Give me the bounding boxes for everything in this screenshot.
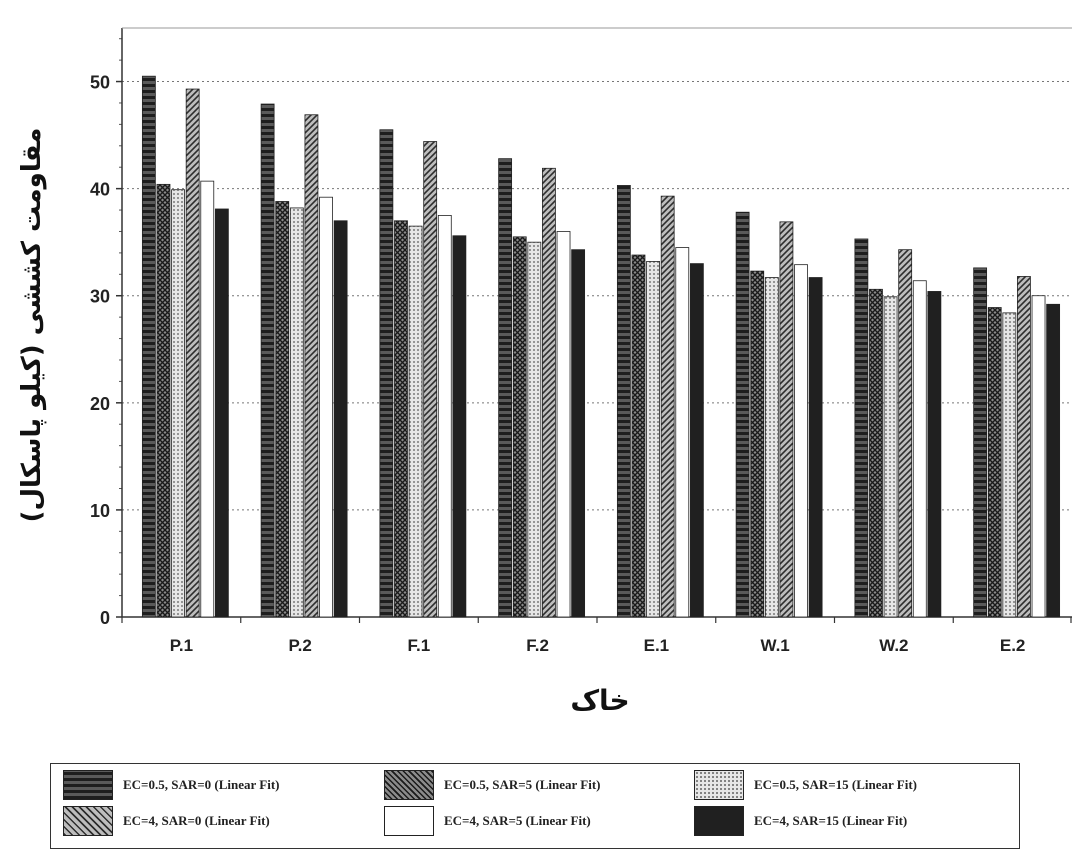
x-tick-label: P.1 (170, 636, 193, 655)
bar-w2-s1 (854, 238, 869, 618)
legend-swatch (63, 806, 113, 836)
bar-w1-s2 (750, 270, 765, 618)
bar-e2-s3 (1002, 312, 1017, 618)
bar-w2-s3 (883, 296, 898, 618)
bar-p1-s4 (185, 88, 200, 618)
bar-e1-s1 (616, 185, 631, 618)
legend-item: EC=0.5, SAR=5 (Linear Fit) (384, 770, 601, 800)
bar-p2-s2 (275, 201, 290, 618)
x-tick-label: F.2 (526, 636, 549, 655)
bar-e2-s2 (987, 307, 1002, 618)
legend-item: EC=4, SAR=15 (Linear Fit) (694, 806, 907, 836)
chart-legend: EC=0.5, SAR=0 (Linear Fit) EC=0.5, SAR=5 … (50, 763, 1020, 849)
legend-label: EC=4, SAR=5 (Linear Fit) (444, 813, 591, 828)
bar-e1-s3 (646, 261, 660, 618)
legend-label: EC=4, SAR=0 (Linear Fit) (123, 813, 270, 828)
bar-e2-s5 (1031, 295, 1046, 618)
bar-f2-s5 (556, 231, 571, 618)
x-tick-label: E.1 (644, 636, 670, 655)
y-tick-label: 10 (90, 501, 110, 521)
bar-p2-s3 (289, 207, 304, 618)
legend-swatch (384, 770, 434, 800)
bar-e1-s2 (631, 254, 646, 618)
bar-w1-s6 (808, 277, 823, 618)
bar-p1-s1 (141, 75, 156, 618)
bar-e2-s4 (1017, 276, 1031, 618)
bar-f2-s2 (512, 236, 527, 618)
bar-w2-s6 (927, 291, 942, 618)
bar-f2-s6 (571, 249, 586, 618)
bar-f1-s5 (437, 215, 452, 618)
bar-w2-s5 (912, 280, 927, 618)
x-axis-title: خاک (570, 684, 629, 717)
bar-f1-s2 (394, 220, 408, 618)
legend-item: EC=0.5, SAR=0 (Linear Fit) (63, 770, 280, 800)
legend-item: EC=4, SAR=0 (Linear Fit) (63, 806, 270, 836)
bar-w1-s1 (735, 211, 750, 618)
bar-p1-s2 (156, 183, 171, 618)
bar-f1-s3 (408, 225, 423, 618)
y-tick-label: 0 (100, 608, 110, 628)
bar-p2-s4 (304, 114, 319, 618)
bar-f1-s1 (379, 129, 394, 618)
bar-f1-s6 (452, 235, 467, 618)
legend-swatch (694, 806, 744, 836)
x-tick-label: W.1 (760, 636, 789, 655)
bar-w1-s4 (779, 221, 794, 618)
bar-w2-s2 (869, 288, 883, 618)
x-tick-label: F.1 (408, 636, 431, 655)
bar-p1-s6 (214, 208, 229, 618)
bar-f2-s4 (542, 167, 556, 618)
legend-swatch (63, 770, 113, 800)
y-tick-label: 50 (90, 73, 110, 93)
bar-p2-s6 (333, 220, 348, 618)
x-tick-label: E.2 (1000, 636, 1026, 655)
x-tick-label: W.2 (879, 636, 908, 655)
legend-label: EC=4, SAR=15 (Linear Fit) (754, 813, 908, 828)
bar-p1-s3 (171, 189, 185, 618)
legend-item: EC=4, SAR=5 (Linear Fit) (384, 806, 591, 836)
bar-e1-s4 (660, 195, 675, 618)
legend-swatch (384, 806, 434, 836)
bar-p1-s5 (200, 180, 215, 618)
legend-label: EC=0.5, SAR=0 (Linear Fit) (123, 777, 280, 792)
bar-e2-s6 (1046, 303, 1061, 618)
bar-e1-s6 (689, 263, 704, 618)
bar-f2-s1 (498, 158, 513, 618)
y-tick-label: 20 (90, 394, 110, 414)
y-axis-title: مقاومت کششی (کیلو پاسکال) (17, 128, 47, 523)
bar-p2-s5 (319, 196, 333, 618)
bar-f2-s3 (527, 241, 542, 618)
legend-label: EC=0.5, SAR=5 (Linear Fit) (444, 777, 601, 792)
legend-label: EC=0.5, SAR=15 (Linear Fit) (754, 777, 917, 792)
bar-e2-s1 (973, 267, 988, 618)
bar-p2-s1 (260, 103, 275, 618)
bar-w1-s5 (794, 264, 808, 618)
x-tick-label: P.2 (288, 636, 311, 655)
y-tick-label: 30 (90, 287, 110, 307)
bar-chart: 0 10 20 30 40 50 P.1 P.2 F.1 F.2 E.1 W.1 W.2 E.2 مقاو… (17, 27, 1072, 717)
bar-e1-s5 (675, 247, 690, 618)
bar-w2-s4 (898, 249, 913, 618)
legend-swatch (694, 770, 744, 800)
legend-item: EC=0.5, SAR=15 (Linear Fit) (694, 770, 917, 800)
bar-f1-s4 (423, 141, 438, 618)
y-tick-label: 40 (90, 180, 110, 200)
bar-w1-s3 (764, 277, 779, 618)
